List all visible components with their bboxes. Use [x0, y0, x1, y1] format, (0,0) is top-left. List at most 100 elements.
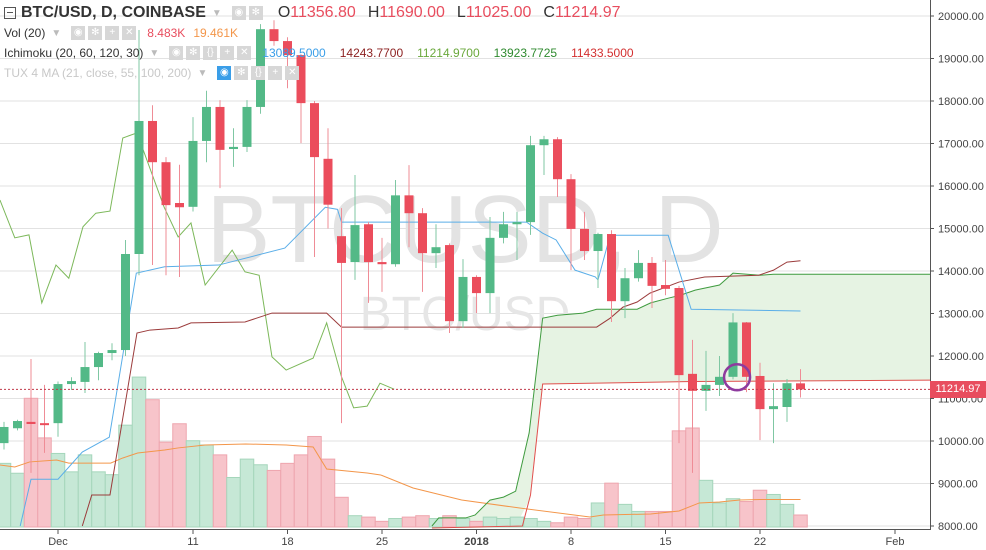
candle[interactable]: [418, 208, 427, 292]
candle[interactable]: [796, 369, 805, 398]
plus-icon[interactable]: +: [105, 26, 120, 40]
candle[interactable]: [499, 211, 508, 244]
candle[interactable]: [310, 101, 319, 257]
candle[interactable]: [121, 239, 130, 356]
plus-icon[interactable]: +: [220, 46, 235, 60]
eye-icon[interactable]: ◉: [71, 26, 86, 40]
candle-body[interactable]: [377, 262, 387, 265]
candle-body[interactable]: [215, 106, 225, 150]
candle-body[interactable]: [364, 224, 373, 263]
candle-body[interactable]: [607, 234, 616, 302]
candle-body[interactable]: [512, 222, 522, 225]
chevron-down-icon[interactable]: ▼: [197, 67, 208, 79]
candle[interactable]: [647, 256, 657, 308]
candle-body[interactable]: [539, 139, 549, 146]
candle[interactable]: [539, 135, 549, 175]
candle[interactable]: [161, 157, 171, 276]
candle-body[interactable]: [715, 376, 724, 385]
candle-body[interactable]: [458, 276, 468, 322]
candle-body[interactable]: [755, 375, 765, 410]
gear-icon[interactable]: ✻: [234, 66, 249, 80]
candle[interactable]: [40, 384, 49, 453]
candle[interactable]: [215, 100, 225, 189]
candle[interactable]: [134, 30, 144, 276]
candle[interactable]: [269, 20, 279, 46]
candle[interactable]: [26, 358, 36, 473]
candle-body[interactable]: [782, 383, 792, 407]
candle[interactable]: [377, 237, 387, 292]
candle[interactable]: [175, 164, 184, 277]
close-icon[interactable]: ✕: [237, 46, 252, 60]
candle[interactable]: [80, 341, 90, 393]
candle[interactable]: [701, 350, 711, 411]
candle[interactable]: [566, 174, 576, 271]
candle-body[interactable]: [391, 195, 400, 265]
candle-body[interactable]: [647, 262, 657, 286]
candle[interactable]: [364, 222, 373, 303]
candle[interactable]: [472, 275, 481, 314]
candle[interactable]: [202, 90, 211, 163]
candle[interactable]: [431, 224, 441, 269]
candle[interactable]: [661, 259, 670, 296]
candle-body[interactable]: [620, 278, 630, 302]
candle-body[interactable]: [80, 367, 90, 382]
candle[interactable]: [458, 259, 468, 328]
candle[interactable]: [715, 356, 724, 396]
candle[interactable]: [688, 339, 697, 473]
candle-body[interactable]: [634, 262, 643, 279]
candle[interactable]: [337, 208, 346, 424]
candle[interactable]: [553, 137, 562, 198]
tux-ma-indicator-name[interactable]: TUX 4 MA (21, close, 55, 100, 200): [4, 66, 192, 80]
volume-indicator-name[interactable]: Vol (20): [4, 26, 46, 40]
candle-body[interactable]: [161, 162, 171, 206]
candle-body[interactable]: [188, 140, 198, 207]
candle[interactable]: [148, 105, 157, 266]
candle[interactable]: [0, 421, 9, 450]
gear-icon[interactable]: ✻: [248, 6, 263, 20]
candle[interactable]: [188, 117, 198, 212]
candle-body[interactable]: [431, 247, 441, 254]
candle-body[interactable]: [728, 322, 738, 377]
gear-icon[interactable]: ✻: [88, 26, 103, 40]
candle[interactable]: [728, 313, 738, 380]
candle-body[interactable]: [134, 120, 144, 254]
source-code-icon[interactable]: {}: [251, 66, 266, 80]
candle-body[interactable]: [40, 423, 49, 426]
candle-body[interactable]: [769, 406, 778, 410]
chevron-down-icon[interactable]: ▼: [211, 7, 222, 19]
candle[interactable]: [67, 377, 76, 390]
candle-body[interactable]: [0, 426, 9, 444]
candle[interactable]: [323, 128, 333, 229]
close-icon[interactable]: ✕: [285, 66, 300, 80]
eye-hidden-icon[interactable]: ◉: [217, 66, 232, 80]
candle[interactable]: [296, 54, 306, 144]
candle-body[interactable]: [283, 41, 292, 56]
candle-body[interactable]: [94, 353, 103, 368]
candle[interactable]: [620, 268, 630, 319]
eye-icon[interactable]: ◉: [231, 6, 246, 20]
candle-body[interactable]: [796, 383, 805, 390]
candle-body[interactable]: [742, 322, 751, 377]
candle-body[interactable]: [337, 236, 346, 263]
candle-body[interactable]: [553, 139, 562, 180]
candle[interactable]: [580, 211, 589, 260]
candle[interactable]: [94, 351, 103, 381]
candle-body[interactable]: [485, 237, 495, 294]
candle-body[interactable]: [13, 421, 22, 429]
candle-body[interactable]: [242, 106, 252, 147]
ichimoku-indicator-name[interactable]: Ichimoku (20, 60, 120, 30): [4, 46, 144, 60]
candle[interactable]: [634, 250, 643, 282]
candle-body[interactable]: [566, 179, 576, 229]
candle-body[interactable]: [229, 146, 238, 150]
candle-body[interactable]: [350, 225, 360, 263]
chevron-down-icon[interactable]: ▼: [149, 47, 160, 59]
candle[interactable]: [755, 362, 765, 441]
candle[interactable]: [769, 383, 778, 444]
candle[interactable]: [404, 165, 414, 248]
candle-body[interactable]: [296, 55, 306, 104]
gear-icon[interactable]: ✻: [186, 46, 201, 60]
candle-body[interactable]: [688, 373, 697, 391]
candle-body[interactable]: [593, 234, 603, 252]
symbol-title[interactable]: BTC/USD, D, COINBASE: [21, 4, 206, 21]
